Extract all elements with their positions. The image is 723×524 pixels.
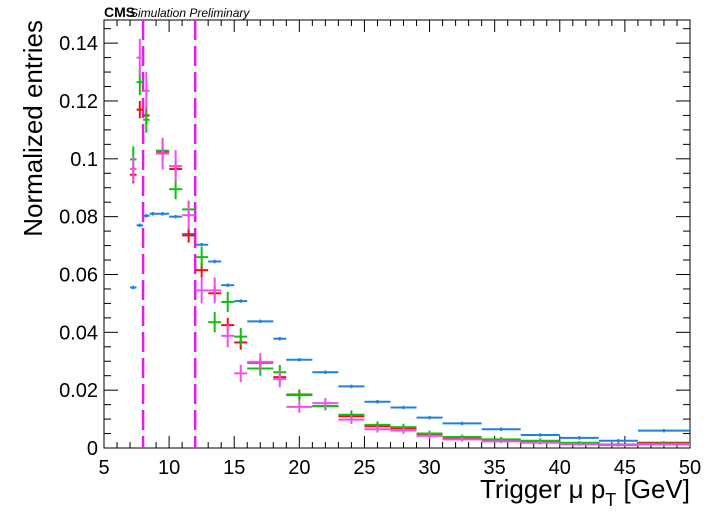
data-point [234, 299, 248, 303]
data-point [598, 439, 638, 443]
y-tick-label: 0.1 [70, 149, 98, 171]
x-axis-title: Trigger μ pT [GeV] [480, 474, 690, 510]
data-point [390, 405, 417, 410]
data-point [520, 441, 560, 445]
data-point [149, 212, 157, 216]
data-point [195, 242, 209, 247]
y-tick-label: 0.08 [59, 207, 98, 229]
plot-frame [103, 19, 691, 449]
data-point [169, 179, 183, 200]
data-point [221, 283, 235, 287]
x-tick-label: 45 [614, 457, 636, 479]
data-point [130, 155, 137, 182]
data-point [481, 427, 521, 431]
data-point [286, 389, 313, 401]
data-point [195, 277, 209, 304]
y-tick-label: 0 [87, 438, 98, 460]
data-point [286, 358, 313, 362]
data-point [143, 106, 150, 133]
data-point [221, 324, 235, 348]
data-point [273, 336, 287, 341]
data-point [364, 425, 391, 433]
data-point [208, 259, 222, 264]
data-point [143, 214, 150, 218]
series-4 [130, 38, 690, 447]
data-point [598, 443, 638, 447]
x-tick-label: 35 [484, 457, 506, 479]
y-tick-label: 0.12 [59, 91, 98, 113]
x-tick-label: 15 [223, 457, 245, 479]
data-point [286, 401, 313, 413]
data-point [156, 212, 170, 216]
data-point [136, 100, 144, 119]
data-point [312, 370, 339, 374]
data-point [559, 436, 599, 440]
x-tick-label: 30 [418, 457, 440, 479]
data-point [169, 214, 183, 219]
y-tick-label: 0.02 [59, 380, 98, 402]
series-3 [130, 69, 690, 447]
data-point [221, 291, 235, 313]
data-point [338, 384, 365, 389]
x-axis-title-unit: [GeV] [616, 474, 690, 504]
data-series [130, 38, 690, 447]
data-point [247, 319, 274, 324]
x-tick-label: 10 [158, 457, 180, 479]
data-point [637, 443, 690, 446]
y-tick-label: 0.06 [59, 264, 98, 286]
data-point [273, 371, 287, 388]
data-point [481, 439, 521, 444]
data-point [234, 327, 248, 346]
cms-label: CMS [104, 4, 135, 20]
data-point [637, 428, 690, 433]
simulation-preliminary-label: Simulation Preliminary [130, 6, 250, 20]
x-axis-title-main: Trigger μ p [480, 474, 605, 504]
x-tick-label: 5 [98, 457, 109, 479]
data-point [143, 72, 150, 110]
series-1 [130, 212, 690, 443]
data-point [416, 432, 443, 439]
data-point [247, 353, 274, 371]
data-point [182, 228, 196, 243]
data-point [364, 399, 391, 404]
y-tick-label: 0.14 [59, 33, 98, 55]
data-point [208, 312, 222, 333]
x-axis-title-subscript: T [605, 490, 616, 510]
data-point [416, 415, 443, 420]
x-tick-label: 25 [353, 457, 375, 479]
y-tick-label: 0.04 [59, 322, 98, 344]
data-point [234, 364, 248, 383]
x-tick-label: 50 [679, 457, 701, 479]
data-point [520, 433, 560, 437]
data-point [136, 223, 144, 228]
data-point [195, 247, 209, 268]
data-point [136, 38, 144, 77]
x-tick-label: 20 [288, 457, 310, 479]
x-tick-label: 40 [549, 457, 571, 479]
data-point [390, 427, 417, 435]
data-point [182, 200, 196, 230]
data-point [559, 442, 599, 446]
data-point [312, 397, 339, 409]
data-point [338, 415, 365, 424]
data-point [130, 285, 137, 290]
axis-ticks: 5 10 15 20 25 30 35 40 45 50 0 0.02 0.04 0.06 0.08 0.1 0… [59, 20, 701, 479]
data-point [156, 137, 170, 170]
series-2 [130, 100, 690, 446]
data-point [208, 277, 222, 304]
data-point [442, 421, 482, 426]
y-axis-title: Normalized entries [18, 20, 48, 237]
data-point [169, 150, 183, 182]
data-point [442, 437, 482, 442]
